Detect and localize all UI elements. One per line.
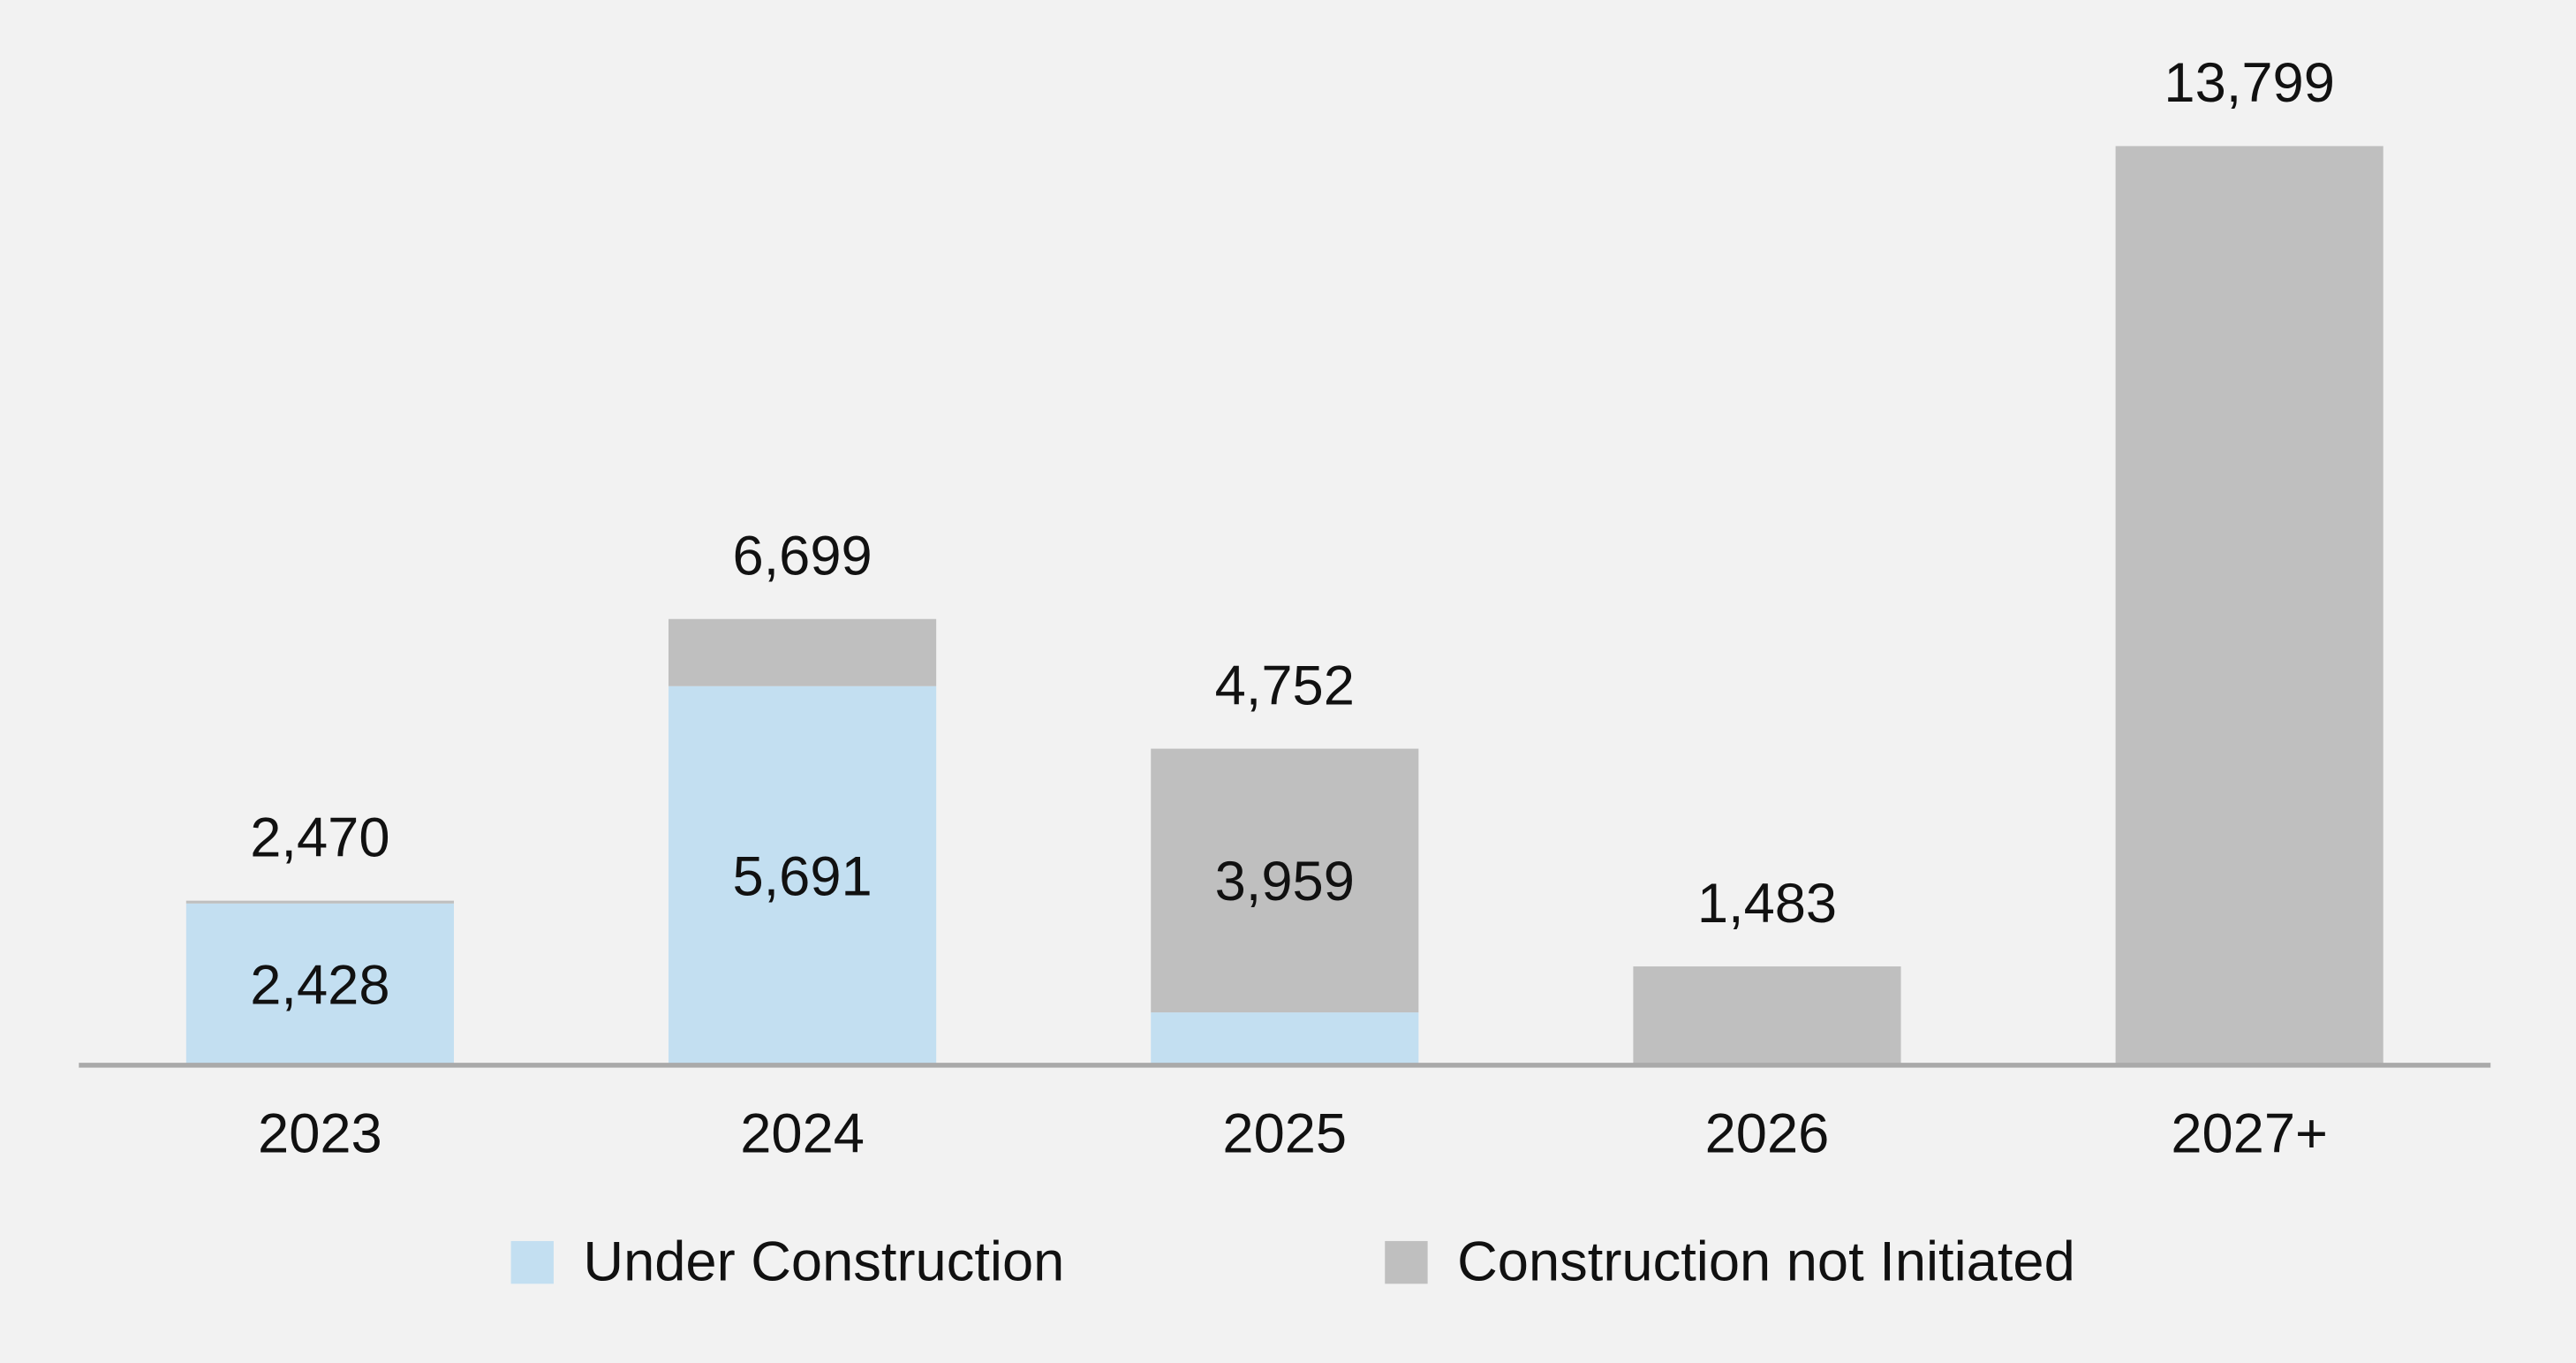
total-label: 6,699	[732, 525, 872, 587]
bar-segment	[185, 900, 454, 904]
bar-segment	[669, 685, 937, 1065]
segment-label: 2,428	[250, 955, 389, 1017]
bar-segment	[185, 903, 454, 1065]
bar-segment	[669, 618, 937, 686]
x-tick-label: 2025	[1222, 1102, 1347, 1164]
legend-swatch	[1385, 1240, 1428, 1284]
bar-segment	[2115, 146, 2383, 1065]
segment-label: 3,959	[1215, 851, 1355, 912]
total-label: 2,470	[250, 806, 389, 868]
segment-label: 5,691	[732, 846, 872, 908]
total-label: 4,752	[1215, 655, 1355, 716]
bar-segment	[1633, 966, 1901, 1065]
total-label: 1,483	[1697, 873, 1837, 935]
bar-segment	[1151, 1012, 1419, 1065]
total-label: 13,799	[2164, 52, 2334, 114]
x-tick-label: 2026	[1705, 1102, 1830, 1164]
legend-label: Under Construction	[583, 1231, 1064, 1293]
legend-label: Construction not Initiated	[1457, 1231, 2075, 1293]
x-tick-label: 2027+	[2171, 1102, 2328, 1164]
x-tick-label: 2023	[258, 1102, 382, 1164]
bar-segment	[1151, 748, 1419, 1013]
x-tick-label: 2024	[740, 1102, 865, 1164]
legend-swatch	[510, 1240, 554, 1284]
